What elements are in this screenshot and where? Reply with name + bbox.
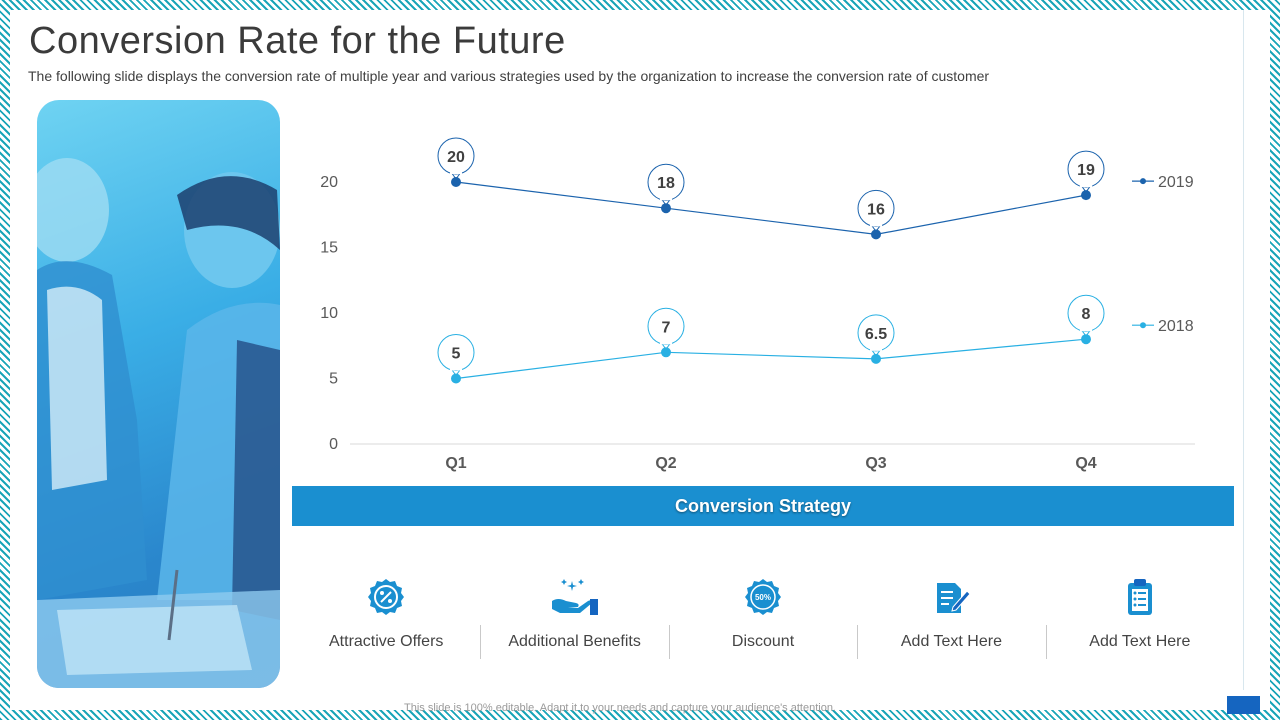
callout-bubble	[1067, 150, 1105, 188]
x-tick-label: Q2	[655, 455, 676, 472]
callout-gap	[450, 362, 462, 371]
data-point	[871, 353, 881, 364]
document-edit-icon	[931, 575, 972, 619]
data-label: 18	[657, 175, 675, 192]
hand-sparkles-icon	[550, 575, 600, 619]
callout-gap	[660, 336, 672, 345]
y-tick-label: 0	[329, 436, 338, 453]
data-label: 5	[452, 346, 461, 363]
conversion-chart: 0 5 10 15 20 Q1 Q2 Q3 Q4 20 18 16 19 2019 5 7 6.5 8 2018	[300, 118, 1220, 488]
strategy-label: Add Text Here	[900, 633, 1002, 650]
discount-badge-icon: 50%	[743, 575, 783, 619]
callout-gap	[1080, 323, 1092, 332]
strategy-list: Attractive Offers Additional Benefits 5	[292, 575, 1234, 665]
corner-decoration	[1227, 696, 1260, 714]
data-point	[451, 373, 461, 384]
x-tick-label: Q3	[865, 455, 886, 472]
data-point	[871, 229, 881, 240]
callout-gap	[870, 218, 882, 227]
legend-marker	[1140, 322, 1146, 329]
data-label: 8	[1082, 306, 1091, 323]
strategy-item-attractive-offers: Attractive Offers	[292, 575, 480, 665]
strategy-heading-label: Conversion Strategy	[674, 495, 852, 516]
callout-gap	[1080, 179, 1092, 188]
clipboard-list-icon	[1120, 575, 1160, 619]
data-label: 7	[662, 319, 671, 336]
percent-badge-icon	[366, 575, 406, 619]
legend-marker	[1140, 178, 1146, 185]
data-point	[661, 203, 671, 214]
strategy-item-add-text-2: Add Text Here	[1045, 575, 1234, 665]
slide: Conversion Rate for the Future The follo…	[10, 10, 1270, 714]
callout-gap	[870, 342, 882, 351]
strategy-label: Discount	[731, 633, 795, 650]
series-line-2018	[455, 338, 1087, 380]
data-point	[1081, 190, 1091, 201]
callout-bubble	[1067, 294, 1105, 332]
y-tick-label: 20	[320, 174, 338, 191]
strategy-label: Additional Benefits	[508, 633, 641, 650]
strategy-item-additional-benefits: Additional Benefits	[480, 575, 668, 665]
footer-note: This slide is 100% editable. Adapt it to…	[404, 702, 836, 714]
data-label: 19	[1077, 162, 1095, 179]
strategy-heading: Conversion Strategy	[292, 486, 1234, 526]
data-point	[1081, 334, 1091, 345]
discount-badge-text: 50%	[755, 593, 771, 602]
legend-label: 2018	[1158, 318, 1194, 335]
y-tick-label: 15	[320, 240, 338, 257]
callout-gap	[450, 166, 462, 174]
team-photo	[37, 100, 280, 688]
data-label: 20	[447, 149, 465, 166]
strategy-label: Add Text Here	[1089, 633, 1191, 650]
strategy-label: Attractive Offers	[329, 633, 444, 650]
y-tick-label: 10	[320, 305, 338, 322]
data-label: 6.5	[865, 326, 887, 343]
legend-label: 2019	[1158, 174, 1194, 191]
data-label: 16	[867, 201, 885, 218]
series-line-2019	[455, 181, 1087, 236]
divider	[1243, 10, 1244, 690]
y-tick-label: 5	[329, 371, 338, 388]
data-point	[661, 347, 671, 358]
page-title: Conversion Rate for the Future	[29, 20, 566, 62]
x-tick-label: Q1	[445, 455, 466, 472]
callout-gap	[660, 192, 672, 201]
page-subtitle: The following slide displays the convers…	[28, 68, 990, 84]
data-point	[451, 177, 461, 187]
x-tick-label: Q4	[1075, 455, 1096, 472]
strategy-item-discount: 50% Discount	[668, 575, 857, 665]
strategy-item-add-text-1: Add Text Here	[857, 575, 1045, 665]
